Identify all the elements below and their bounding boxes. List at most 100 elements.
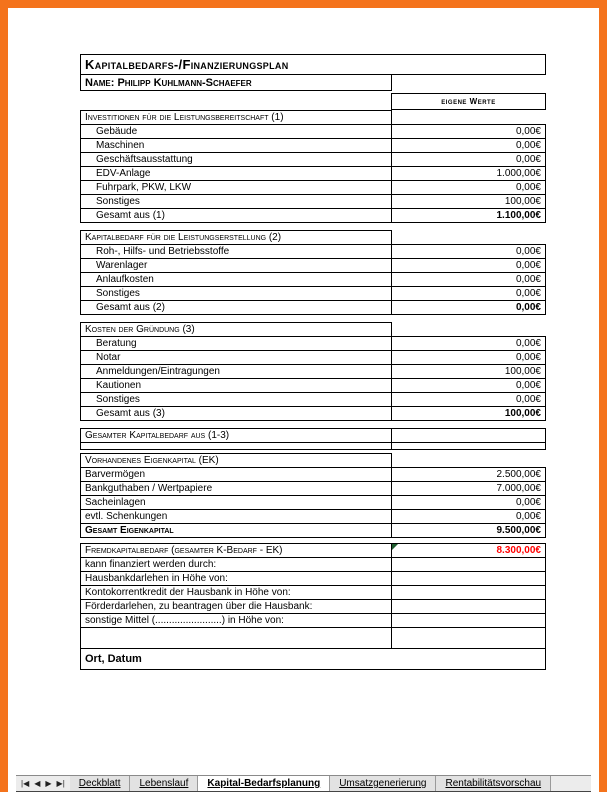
cell-corner-flag-icon <box>392 544 398 550</box>
row-label: Sonstiges <box>96 196 140 207</box>
fremdkapital-block: Fremdkapitalbedarf (gesamter K-Bedarf - … <box>80 543 546 670</box>
row-label: Geschäftsausstattung <box>96 154 193 165</box>
total-label: Gesamt Eigenkapital <box>85 525 174 536</box>
plan-title: Kapitalbedarfs-/Finanzierungsplan <box>80 54 546 75</box>
row-value[interactable] <box>391 600 545 613</box>
tab-lebenslauf[interactable]: Lebenslauf <box>130 776 199 791</box>
scroll-next-sheet-icon[interactable]: ▶ <box>45 779 52 788</box>
section-header-text: Kosten der Gründung (3) <box>85 324 195 335</box>
row-label: Gebäude <box>96 126 138 137</box>
spreadsheet-area: Kapitalbedarfs-/Finanzierungsplan Name: … <box>80 54 546 670</box>
tab-kapital-bedarfsplanung[interactable]: Kapital-Bedarfsplanung <box>198 776 331 791</box>
financing-row: Hausbankdarlehen in Höhe von: <box>80 571 546 586</box>
section-header: Kapitalbedarf für die Leistungserstellun… <box>80 230 392 245</box>
row-value[interactable] <box>391 586 545 599</box>
name-row-text: Name: Philipp Kuhlmann-Schaefer <box>85 76 252 89</box>
total-value[interactable]: 1.100,00€ <box>391 209 545 222</box>
blank-row <box>80 627 546 649</box>
document-page: Kapitalbedarfs-/Finanzierungsplan Name: … <box>8 8 599 792</box>
table-row: Notar 0,00€ <box>80 350 546 365</box>
table-row: Gebäude 0,00€ <box>80 124 546 139</box>
row-value[interactable]: 1.000,00€ <box>391 167 545 180</box>
table-row: Warenlager 0,00€ <box>80 258 546 273</box>
row-value[interactable]: 0,00€ <box>391 287 545 300</box>
table-row: Anlaufkosten 0,00€ <box>80 272 546 287</box>
section-investitionen: Investitionen für die Leistungsbereitsch… <box>80 110 546 223</box>
plan-title-text: Kapitalbedarfs-/Finanzierungsplan <box>85 57 289 72</box>
tab-umsatzgenerierung[interactable]: Umsatzgenerierung <box>330 776 437 791</box>
row-value[interactable]: 0,00€ <box>391 379 545 392</box>
row-label: Anmeldungen/Eintragungen <box>96 366 220 377</box>
section-kapitalbedarf: Kapitalbedarf für die Leistungserstellun… <box>80 230 546 315</box>
table-row: evtl. Schenkungen 0,00€ <box>80 509 546 524</box>
row-value[interactable]: 100,00€ <box>391 365 545 378</box>
row-value[interactable]: 0,00€ <box>391 510 545 523</box>
row-label: EDV-Anlage <box>96 168 151 179</box>
row-value[interactable]: 0,00€ <box>391 351 545 364</box>
gesamter-kapitalbedarf-row: Gesamter Kapitalbedarf aus (1-3) <box>80 428 546 443</box>
total-label: Gesamt aus (3) <box>96 408 165 419</box>
table-row: Fuhrpark, PKW, LKW 0,00€ <box>80 180 546 195</box>
row-value[interactable]: 0,00€ <box>391 181 545 194</box>
section-header: Vorhandenes Eigenkapital (EK) <box>80 453 392 468</box>
row-value[interactable]: 0,00€ <box>391 245 545 258</box>
gesamter-kapitalbedarf-value[interactable] <box>391 429 545 442</box>
total-label: Gesamt aus (2) <box>96 302 165 313</box>
tab-scroll-nav: |◀ ◀ ▶ ▶| <box>16 776 70 791</box>
fremdkapitalbedarf-value[interactable]: 8.300,00€ <box>391 544 545 557</box>
value-column-header: eigene Werte <box>391 93 546 110</box>
row-value[interactable]: 0,00€ <box>391 496 545 509</box>
total-value[interactable]: 100,00€ <box>391 407 545 420</box>
row-label: Notar <box>96 352 121 363</box>
row-value[interactable]: 0,00€ <box>391 153 545 166</box>
tab-deckblatt[interactable]: Deckblatt <box>69 776 131 791</box>
row-value[interactable]: 0,00€ <box>391 125 545 138</box>
ort-datum-label: Ort, Datum <box>85 653 142 665</box>
financing-label: Kontokorrentkredit der Hausbank in Höhe … <box>85 587 291 598</box>
financing-intro-row: kann finanziert werden durch: <box>80 557 546 572</box>
total-row: Gesamt Eigenkapital 9.500,00€ <box>80 523 546 538</box>
row-value[interactable] <box>391 558 545 571</box>
scroll-last-sheet-icon[interactable]: ▶| <box>56 779 65 788</box>
gesamter-kapitalbedarf-block: Gesamter Kapitalbedarf aus (1-3) <box>80 428 546 450</box>
spacer-row <box>80 442 546 450</box>
financing-label: sonstige Mittel (.......................… <box>85 615 284 626</box>
total-value[interactable]: 0,00€ <box>391 301 545 314</box>
row-label: Anlaufkosten <box>96 274 154 285</box>
row-value[interactable]: 0,00€ <box>391 273 545 286</box>
fremdkapitalbedarf-row: Fremdkapitalbedarf (gesamter K-Bedarf - … <box>80 543 546 558</box>
row-label: Sonstiges <box>96 394 140 405</box>
row-value[interactable] <box>391 614 545 627</box>
row-label: Bankguthaben / Wertpapiere <box>85 483 213 494</box>
row-value[interactable]: 0,00€ <box>391 259 545 272</box>
row-value[interactable] <box>391 572 545 585</box>
section-gruendungskosten: Kosten der Gründung (3) Beratung 0,00€ N… <box>80 322 546 421</box>
row-label: Fuhrpark, PKW, LKW <box>96 182 192 193</box>
section-header-text: Investitionen für die Leistungsbereitsch… <box>85 112 284 123</box>
section-eigenkapital: Vorhandenes Eigenkapital (EK) Barvermöge… <box>80 453 546 538</box>
name-row: Name: Philipp Kuhlmann-Schaefer <box>80 74 392 91</box>
tab-rentabilitaetsvorschau[interactable]: Rentabilitätsvorschau <box>436 776 552 791</box>
financing-label: Hausbankdarlehen in Höhe von: <box>85 573 228 584</box>
row-label: Maschinen <box>96 140 145 151</box>
table-row: Sacheinlagen 0,00€ <box>80 495 546 510</box>
row-value[interactable]: 7.000,00€ <box>391 482 545 495</box>
table-row: Kautionen 0,00€ <box>80 378 546 393</box>
table-row: Bankguthaben / Wertpapiere 7.000,00€ <box>80 481 546 496</box>
total-value[interactable]: 9.500,00€ <box>391 524 545 537</box>
financing-row: Förderdarlehen, zu beantragen über die H… <box>80 599 546 614</box>
row-label: Sonstiges <box>96 288 140 299</box>
row-value[interactable]: 100,00€ <box>391 195 545 208</box>
scroll-first-sheet-icon[interactable]: |◀ <box>21 779 30 788</box>
table-row: Roh-, Hilfs- und Betriebsstoffe 0,00€ <box>80 244 546 259</box>
table-row: Sonstiges 0,00€ <box>80 392 546 407</box>
row-label: Beratung <box>96 338 137 349</box>
section-header-text: Kapitalbedarf für die Leistungserstellun… <box>85 232 282 243</box>
row-value[interactable]: 0,00€ <box>391 393 545 406</box>
scroll-prev-sheet-icon[interactable]: ◀ <box>34 779 41 788</box>
sheet-tab-bar: |◀ ◀ ▶ ▶| Deckblatt Lebenslauf Kapital-B… <box>16 775 591 792</box>
fremdkapitalbedarf-label: Fremdkapitalbedarf (gesamter K-Bedarf - … <box>85 545 283 556</box>
row-value[interactable]: 2.500,00€ <box>391 468 545 481</box>
row-value[interactable]: 0,00€ <box>391 139 545 152</box>
row-value[interactable]: 0,00€ <box>391 337 545 350</box>
